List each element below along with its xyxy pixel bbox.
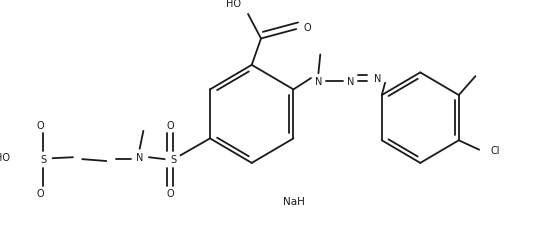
- Text: Cl: Cl: [490, 145, 500, 155]
- Text: O: O: [37, 188, 44, 198]
- Text: O: O: [37, 121, 44, 131]
- Text: NaH: NaH: [283, 196, 305, 206]
- Text: O: O: [166, 121, 174, 131]
- Text: N: N: [347, 76, 355, 86]
- Text: N: N: [136, 153, 143, 163]
- Text: N: N: [315, 76, 322, 86]
- Text: O: O: [304, 23, 311, 33]
- Text: HO: HO: [0, 153, 10, 163]
- Text: N: N: [374, 74, 382, 84]
- Text: S: S: [170, 154, 176, 164]
- Text: O: O: [166, 188, 174, 198]
- Text: HO: HO: [226, 0, 240, 9]
- Text: S: S: [40, 154, 47, 164]
